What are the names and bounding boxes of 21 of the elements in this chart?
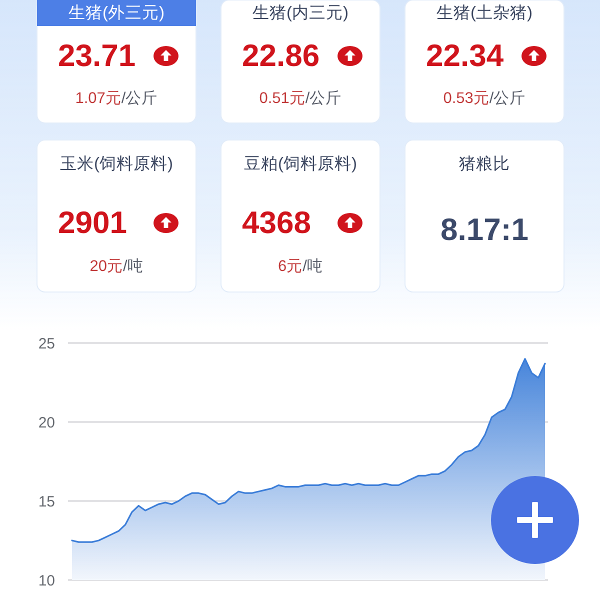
text: 生猪(内三元) xyxy=(252,4,348,22)
y-tick-label: 10 xyxy=(38,572,55,590)
text: 猪粮比 xyxy=(459,154,510,173)
text: 生猪(土杂猪) xyxy=(436,4,532,22)
text: 4368 xyxy=(242,205,311,240)
text: 22.86 xyxy=(242,38,320,73)
text: 0.53元/公斤 xyxy=(443,89,526,107)
text: 20元/吨 xyxy=(90,257,144,275)
y-tick-label: 25 xyxy=(38,336,55,352)
text: 生猪(外三元) xyxy=(68,4,164,22)
y-tick-label: 15 xyxy=(38,494,55,510)
text: 8.17:1 xyxy=(440,212,528,247)
text: 豆粕(饲料原料) xyxy=(244,155,357,173)
text: 玉米(饲料原料) xyxy=(60,155,173,173)
text: 0.51元/公斤 xyxy=(259,89,342,107)
text: 2901 xyxy=(58,205,127,240)
y-tick-label: 20 xyxy=(38,414,55,432)
text: 1.07元/公斤 xyxy=(75,89,158,107)
text: 6元/吨 xyxy=(278,257,323,275)
text: 22.34 xyxy=(426,38,504,73)
text: 23.71 xyxy=(58,38,136,73)
